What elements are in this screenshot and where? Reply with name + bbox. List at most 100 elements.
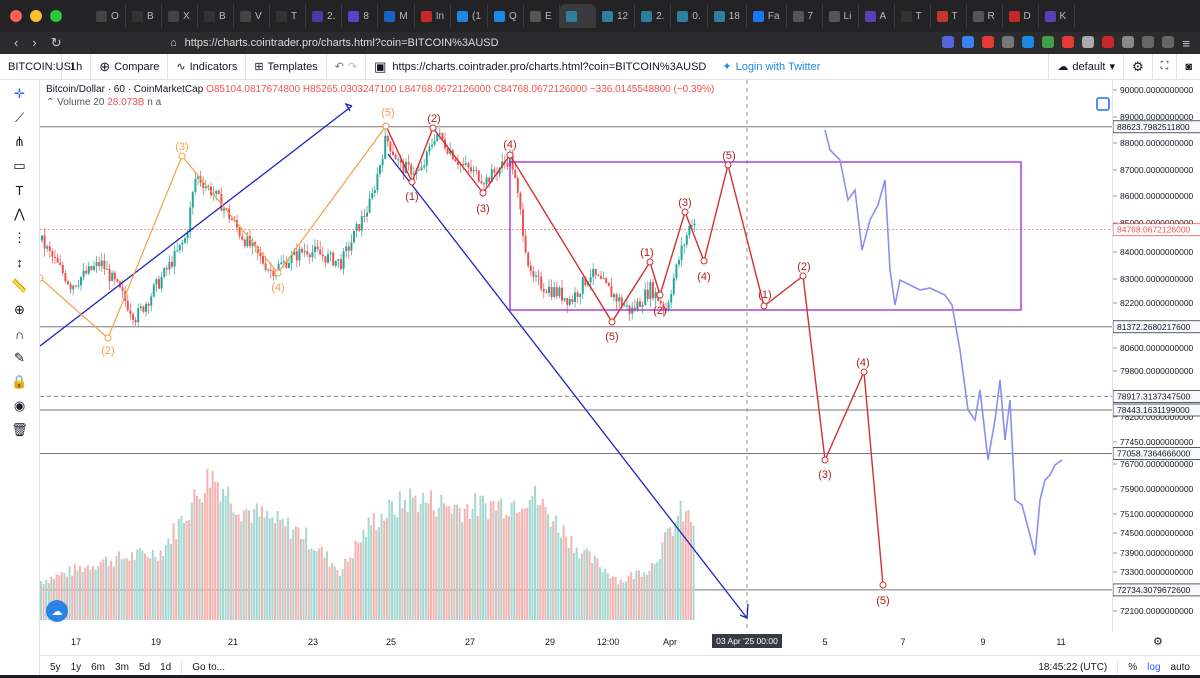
zoom-icon[interactable]: ⊕ xyxy=(14,302,25,317)
extension-icon[interactable] xyxy=(1082,35,1095,48)
browser-tab[interactable]: 2. xyxy=(306,4,343,28)
volume-bar xyxy=(653,563,656,620)
browser-tab[interactable]: V xyxy=(234,4,270,28)
volume-bar xyxy=(588,551,591,620)
fullscreen-button[interactable]: ⛶ xyxy=(1153,53,1178,80)
ruler-icon[interactable]: 📏 xyxy=(11,278,28,293)
candle-body xyxy=(659,300,662,304)
minimize-window-button[interactable] xyxy=(30,10,42,22)
browser-tab[interactable]: 7 xyxy=(787,4,823,28)
trash-icon[interactable]: 🗑 xyxy=(11,422,28,437)
screenshot-button[interactable]: ◙ xyxy=(1177,54,1200,80)
chart-pane[interactable]: (3) (2) (4) (5) (2) (1) (3) (4) (5) (1) (2) (3) (4) (… xyxy=(36,80,1112,632)
trend-line-icon[interactable]: ⟋ xyxy=(14,110,25,125)
profile-icon[interactable] xyxy=(1162,35,1175,48)
close-window-button[interactable] xyxy=(10,10,22,22)
browser-tab[interactable]: T xyxy=(270,4,306,28)
browser-tab[interactable]: K xyxy=(1039,4,1075,28)
menu-icon[interactable]: ≡ xyxy=(1182,35,1190,51)
sidebar-toggle-icon[interactable] xyxy=(1142,35,1155,48)
browser-tab[interactable]: (1 xyxy=(451,4,488,28)
compare-button[interactable]: ⊕ Compare xyxy=(91,53,169,80)
extension-icon[interactable] xyxy=(1022,35,1035,48)
auto-toggle[interactable]: auto xyxy=(1170,661,1190,673)
lock-icon[interactable]: 🔒 xyxy=(11,374,28,389)
interval-button[interactable]: 1h xyxy=(62,53,92,80)
rectangle-icon[interactable]: ▭ xyxy=(13,158,26,173)
browser-tab[interactable]: 0. xyxy=(671,4,708,28)
templates-button[interactable]: ⊞ Templates xyxy=(246,53,327,80)
pattern-icon[interactable]: ⋀ xyxy=(14,206,25,221)
back-button[interactable]: ‹ xyxy=(14,35,19,50)
layout-button[interactable]: ☁ default ▾ xyxy=(1048,53,1124,80)
range-button-1d[interactable]: 1d xyxy=(160,661,172,673)
range-button-5d[interactable]: 5d xyxy=(138,661,151,673)
pitchfork-icon[interactable]: ⋔ xyxy=(14,134,25,149)
extension-icon[interactable] xyxy=(942,35,955,48)
symbol-search[interactable]: BITCOIN:USI xyxy=(0,53,74,80)
browser-tab[interactable]: T xyxy=(895,4,931,28)
browser-tab[interactable]: X xyxy=(162,4,198,28)
browser-tab[interactable]: E xyxy=(524,4,560,28)
browser-tab[interactable]: Q xyxy=(488,4,524,28)
long-position-icon[interactable]: ↕ xyxy=(16,254,23,270)
candle-body xyxy=(600,275,602,279)
browser-tab[interactable]: 2. xyxy=(635,4,672,28)
settings-button[interactable]: ⚙ xyxy=(1124,53,1153,80)
range-button-6m[interactable]: 6m xyxy=(91,661,106,673)
url-bar[interactable]: ⌂ https://charts.cointrader.pro/charts.h… xyxy=(170,34,810,52)
url-text[interactable]: https://charts.cointrader.pro/charts.htm… xyxy=(184,37,499,49)
lock-drawings-icon[interactable]: ✎ xyxy=(14,350,25,365)
extension-icon[interactable] xyxy=(982,35,995,48)
range-button-5y[interactable]: 5y xyxy=(50,661,61,673)
browser-tab[interactable]: O xyxy=(90,4,126,28)
browser-tab[interactable]: In xyxy=(415,4,452,28)
tradingview-logo[interactable]: ☁ xyxy=(46,600,68,622)
price-axis-canvas[interactable]: 90000.0000000000 89000.0000000000 88000.00… xyxy=(1112,80,1200,632)
extension-icon[interactable] xyxy=(1002,35,1015,48)
twitter-login-button[interactable]: ✦ Login with Twitter xyxy=(714,54,828,80)
redo-icon[interactable]: ↷ xyxy=(347,61,358,73)
collapse-icon[interactable]: ⌃ xyxy=(46,97,55,108)
magnet-icon[interactable]: ∩ xyxy=(14,326,25,342)
extension-icon[interactable] xyxy=(1122,35,1135,48)
prediction-icon[interactable]: ⋮ xyxy=(13,230,26,245)
browser-tab[interactable]: T xyxy=(931,4,967,28)
embedded-url[interactable]: ▣ https://charts.cointrader.pro/charts.ht… xyxy=(366,54,714,80)
browser-tab[interactable]: 18 xyxy=(708,4,747,28)
indicators-button[interactable]: ∿ Indicators xyxy=(168,53,247,80)
browser-tab[interactable]: B xyxy=(198,4,234,28)
log-toggle[interactable]: log xyxy=(1147,661,1161,673)
browser-tab[interactable]: 12 xyxy=(596,4,636,28)
goto-button[interactable]: Go to... xyxy=(192,661,225,673)
maximize-window-button[interactable] xyxy=(50,10,62,22)
eye-icon[interactable]: ◉ xyxy=(13,398,26,413)
range-button-3m[interactable]: 3m xyxy=(115,661,129,673)
browser-tab[interactable]: 8 xyxy=(342,4,379,28)
forward-button[interactable]: › xyxy=(32,35,37,50)
time-axis-canvas[interactable]: 17 19 21 23 25 27 29 12:00 Apr 5 7 9 11 03 Apr '25 00… xyxy=(40,632,1200,652)
browser-tab[interactable]: D xyxy=(1003,4,1039,28)
extension-icon[interactable] xyxy=(1062,35,1075,48)
extension-icon[interactable] xyxy=(962,35,975,48)
undo-icon[interactable]: ↶ xyxy=(334,61,344,73)
bookmark-icon[interactable]: ⌂ xyxy=(170,37,177,49)
browser-tab[interactable]: B xyxy=(126,4,162,28)
browser-tab[interactable]: Fa xyxy=(747,4,787,28)
browser-tab[interactable]: R xyxy=(967,4,1003,28)
reload-button[interactable]: ↻ xyxy=(50,35,62,50)
browser-tab[interactable]: A xyxy=(859,4,895,28)
text-icon[interactable]: T xyxy=(15,182,24,198)
crosshair-icon[interactable]: ✛ xyxy=(14,86,25,101)
extension-icon[interactable] xyxy=(1102,35,1115,48)
volume-bar xyxy=(263,517,266,620)
candle-body xyxy=(264,263,267,270)
price-chart-canvas[interactable]: (3) (2) (4) (5) (2) (1) (3) (4) (5) (1) (2) (3) (4) (… xyxy=(36,80,1112,632)
browser-tab[interactable]: M xyxy=(378,4,415,28)
extension-icon[interactable] xyxy=(1042,35,1055,48)
range-button-1y[interactable]: 1y xyxy=(70,661,82,673)
percent-toggle[interactable]: % xyxy=(1128,661,1138,673)
price-axis[interactable]: 90000.0000000000 89000.0000000000 88000.00… xyxy=(1112,80,1200,632)
browser-tab[interactable]: Li xyxy=(823,4,859,28)
browser-tab[interactable] xyxy=(559,4,596,28)
